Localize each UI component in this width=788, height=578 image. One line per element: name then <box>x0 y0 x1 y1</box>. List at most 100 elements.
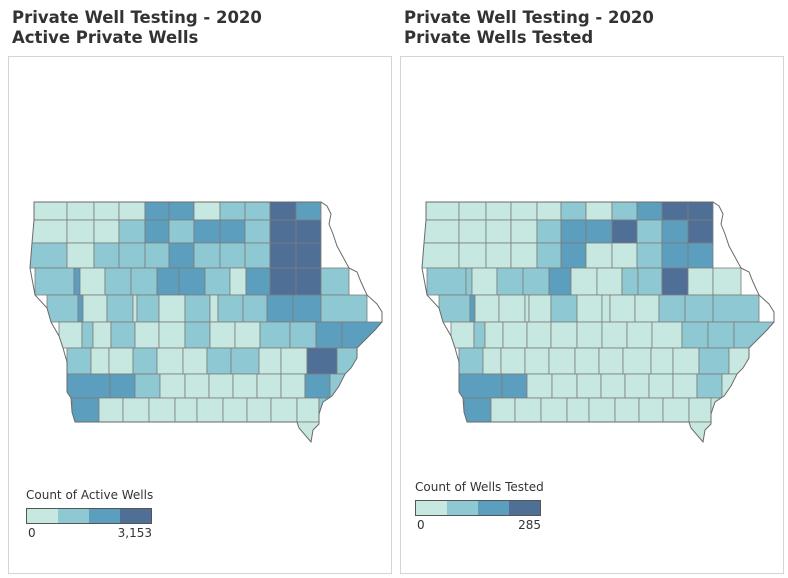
county[interactable] <box>184 294 211 323</box>
county[interactable] <box>636 219 663 244</box>
county[interactable] <box>266 294 294 323</box>
county[interactable] <box>450 321 475 349</box>
county[interactable] <box>136 294 160 323</box>
county[interactable] <box>269 267 297 296</box>
county[interactable] <box>698 347 730 375</box>
county[interactable] <box>494 421 522 442</box>
county[interactable] <box>196 397 224 423</box>
county[interactable] <box>730 397 748 423</box>
county[interactable] <box>522 267 550 296</box>
county[interactable] <box>256 373 282 399</box>
county[interactable] <box>485 242 512 269</box>
county[interactable] <box>733 321 774 349</box>
county[interactable] <box>77 294 84 323</box>
county[interactable] <box>501 373 528 399</box>
county[interactable] <box>244 219 271 244</box>
county[interactable] <box>134 321 160 349</box>
county[interactable] <box>566 397 590 423</box>
county[interactable] <box>66 202 95 221</box>
county[interactable] <box>81 321 94 349</box>
county[interactable] <box>176 421 200 442</box>
county[interactable] <box>611 219 638 244</box>
county[interactable] <box>73 267 81 296</box>
county[interactable] <box>118 202 146 221</box>
county[interactable] <box>232 373 258 399</box>
county[interactable] <box>661 202 689 221</box>
county[interactable] <box>636 202 663 221</box>
county[interactable] <box>520 421 546 442</box>
county[interactable] <box>570 267 598 296</box>
county[interactable] <box>548 347 576 375</box>
county[interactable] <box>598 347 624 375</box>
county[interactable] <box>108 347 134 375</box>
county[interactable] <box>687 267 714 296</box>
county[interactable] <box>106 294 134 323</box>
county[interactable] <box>743 373 762 399</box>
county[interactable] <box>66 242 95 269</box>
county[interactable] <box>484 321 504 349</box>
county[interactable] <box>585 202 613 221</box>
county[interactable] <box>485 219 512 244</box>
county[interactable] <box>82 294 108 323</box>
county[interactable] <box>696 373 723 399</box>
county[interactable] <box>650 347 674 375</box>
county[interactable] <box>588 397 616 423</box>
county[interactable] <box>193 219 221 244</box>
county[interactable] <box>209 321 236 349</box>
county[interactable] <box>576 294 603 323</box>
county[interactable] <box>144 242 170 269</box>
county[interactable] <box>528 294 552 323</box>
county[interactable] <box>524 347 550 375</box>
county[interactable] <box>576 373 602 399</box>
county[interactable] <box>423 219 460 244</box>
county[interactable] <box>651 321 683 349</box>
county[interactable] <box>601 294 611 323</box>
county[interactable] <box>206 347 232 375</box>
county[interactable] <box>482 347 502 375</box>
county[interactable] <box>79 267 106 296</box>
county[interactable] <box>93 242 120 269</box>
county[interactable] <box>638 397 664 423</box>
county[interactable] <box>469 294 476 323</box>
county[interactable] <box>458 219 487 244</box>
county[interactable] <box>98 397 124 423</box>
county[interactable] <box>712 421 726 442</box>
county[interactable] <box>551 373 578 399</box>
county[interactable] <box>270 397 298 423</box>
county[interactable] <box>159 373 186 399</box>
county[interactable] <box>269 219 297 244</box>
county[interactable] <box>102 421 130 442</box>
county[interactable] <box>600 373 626 399</box>
county[interactable] <box>540 397 568 423</box>
county[interactable] <box>684 294 714 323</box>
county[interactable] <box>318 397 340 423</box>
county[interactable] <box>611 202 638 221</box>
county[interactable] <box>31 219 68 244</box>
county[interactable] <box>687 242 714 269</box>
county[interactable] <box>568 421 592 442</box>
county[interactable] <box>66 347 92 375</box>
county[interactable] <box>634 294 660 323</box>
county[interactable] <box>351 373 370 399</box>
county[interactable] <box>664 421 690 442</box>
county[interactable] <box>611 242 638 269</box>
county[interactable] <box>269 202 297 221</box>
county[interactable] <box>144 219 170 244</box>
county[interactable] <box>289 321 317 349</box>
county[interactable] <box>544 421 570 442</box>
county[interactable] <box>425 202 460 221</box>
county[interactable] <box>269 242 297 269</box>
county[interactable] <box>526 373 553 399</box>
county[interactable] <box>341 321 382 349</box>
county[interactable] <box>473 321 486 349</box>
county[interactable] <box>90 347 110 375</box>
county[interactable] <box>272 421 298 442</box>
county[interactable] <box>336 347 358 375</box>
county[interactable] <box>510 202 538 221</box>
county[interactable] <box>576 321 603 349</box>
county[interactable] <box>688 397 712 423</box>
county[interactable] <box>58 321 83 349</box>
county[interactable] <box>672 347 700 375</box>
county[interactable] <box>498 294 526 323</box>
county[interactable] <box>222 397 248 423</box>
